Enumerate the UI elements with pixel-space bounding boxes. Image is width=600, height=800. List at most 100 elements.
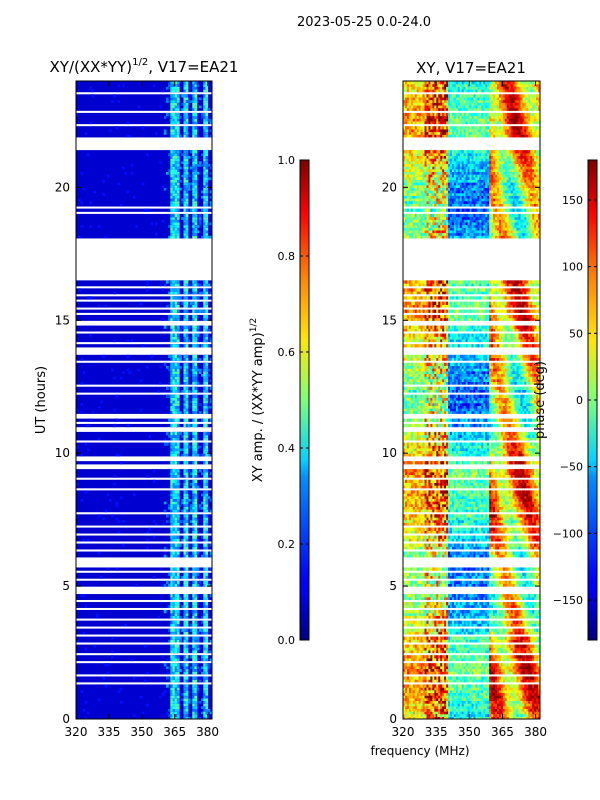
amp-cell — [185, 150, 189, 154]
amp-row — [76, 304, 212, 308]
phase-cell — [479, 716, 482, 719]
amp-cell — [185, 160, 189, 165]
amp-cell — [194, 96, 198, 101]
amp-row — [76, 227, 212, 231]
phase-cell — [453, 657, 457, 662]
phase-cell — [467, 700, 471, 704]
amp-cell — [194, 229, 198, 234]
amp-cell — [152, 519, 156, 523]
phase-cell — [500, 689, 504, 694]
amp-cell — [192, 644, 195, 648]
phase-cell — [444, 684, 447, 688]
amp-cell — [203, 602, 206, 606]
phase-cell — [493, 665, 496, 670]
phase-cell — [518, 668, 521, 672]
phase-cell — [481, 689, 484, 694]
amp-colorbar-tick-label: 0.4 — [278, 442, 296, 455]
amp-cell — [205, 283, 209, 287]
amp-cell — [176, 594, 180, 598]
phase-cell — [502, 703, 506, 707]
amp-cell — [209, 166, 212, 170]
amp-cell — [183, 447, 187, 452]
amp-cell — [201, 535, 204, 539]
amp-cell — [205, 450, 209, 454]
amp-cell — [192, 657, 195, 662]
amp-cell — [192, 407, 195, 412]
phase-cell — [416, 705, 420, 709]
phase-cell — [536, 697, 539, 701]
phase-cell — [526, 679, 529, 683]
amp-cell — [174, 716, 178, 719]
phase-cell — [404, 695, 408, 699]
amp-cell — [205, 338, 209, 343]
phase-cell — [477, 676, 480, 680]
phase-cell — [467, 692, 471, 696]
amp-cell — [205, 705, 209, 709]
phase-cell — [449, 700, 453, 704]
amp-cell — [80, 402, 84, 406]
phase-cell — [477, 684, 480, 688]
phase-cell — [477, 692, 480, 696]
amp-cell — [203, 583, 206, 587]
phase-cell — [455, 689, 459, 694]
amp-cell — [111, 636, 114, 640]
amp-cell — [194, 336, 198, 340]
amp-cell — [207, 495, 211, 499]
phase-cell — [410, 668, 414, 672]
phase-cell — [473, 713, 476, 717]
phase-cell — [449, 679, 453, 683]
phase-cell — [471, 697, 474, 701]
phase-cell — [514, 665, 518, 670]
amp-cell — [176, 301, 180, 305]
phase-cell — [526, 668, 529, 672]
phase-cell — [477, 665, 480, 670]
amp-cell — [194, 150, 198, 154]
amp-cell — [106, 174, 110, 178]
amp-cell — [183, 338, 187, 343]
amp-cell — [174, 705, 178, 709]
amp-cell — [176, 604, 180, 608]
phase-cell — [420, 700, 424, 704]
amp-cell — [198, 503, 202, 507]
amp-cell — [185, 501, 189, 505]
phase-cell — [493, 684, 496, 688]
phase-cell — [500, 687, 504, 691]
amp-row — [76, 174, 212, 178]
amp-row — [76, 235, 212, 239]
amp-cell — [194, 328, 198, 332]
phase-cell — [522, 663, 525, 667]
amp-cell — [194, 107, 198, 111]
amp-cell — [194, 679, 198, 683]
amp-row — [76, 354, 212, 359]
phase-cell — [530, 703, 533, 707]
amp-cell — [172, 572, 176, 577]
amp-cell — [172, 431, 176, 436]
phase-cell — [498, 703, 502, 707]
phase-cell — [444, 695, 447, 699]
amp-cell — [192, 378, 195, 382]
phase-cell — [512, 671, 516, 675]
phase-cell — [475, 695, 478, 699]
amp-cell — [192, 663, 195, 667]
amp-cell — [168, 434, 171, 438]
phase-cell — [424, 716, 427, 719]
phase-cell — [522, 676, 525, 680]
amp-cell — [168, 381, 171, 385]
amp-cell — [172, 615, 176, 619]
amp-cell — [183, 112, 187, 117]
amp-cell — [203, 112, 206, 117]
phase-cell — [518, 711, 521, 715]
amp-cell — [172, 115, 176, 119]
amp-cell — [207, 663, 211, 667]
amp-cell — [203, 493, 206, 497]
amp-cell — [198, 453, 202, 457]
amp-row — [76, 628, 212, 632]
amp-cell — [192, 647, 195, 651]
amp-cell — [170, 338, 174, 343]
phase-cell — [494, 663, 498, 667]
phase-cell — [412, 703, 416, 707]
amp-row — [76, 498, 212, 502]
amp-cell — [190, 208, 193, 212]
amp-cell — [170, 166, 174, 170]
phase-cell — [453, 700, 457, 704]
